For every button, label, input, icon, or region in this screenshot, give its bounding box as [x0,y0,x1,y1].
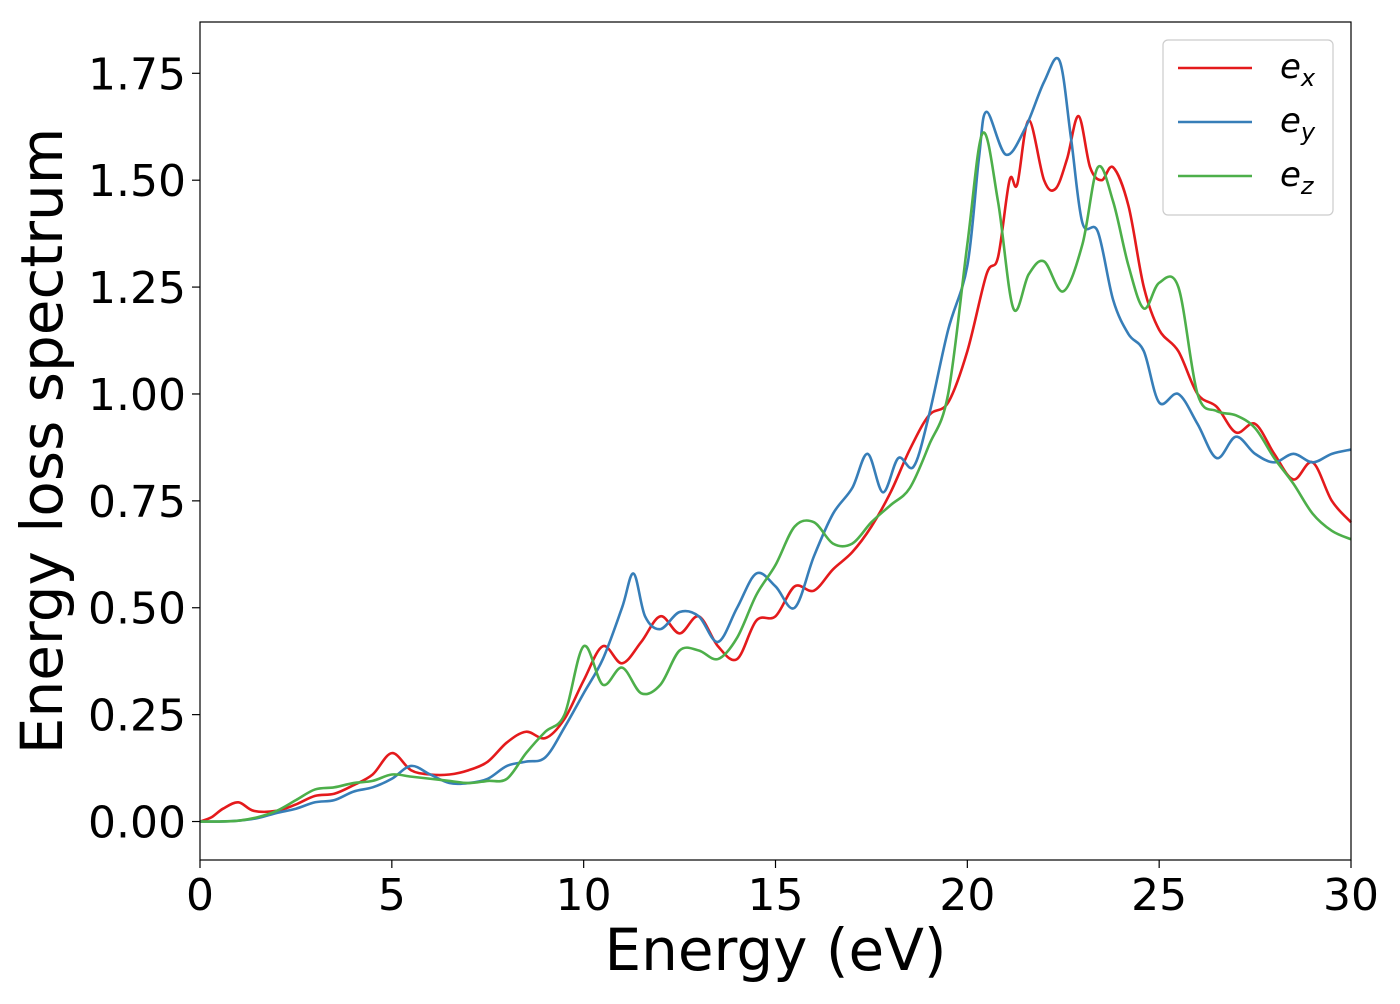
legend-label-z: ez [1280,155,1315,200]
y-tick-label: 1.25 [88,263,186,314]
series-line-y [199,56,1352,823]
x-axis-title: Energy (eV) [604,916,946,984]
legend-label-x: ex [1280,47,1316,92]
x-tick-label: 0 [186,870,214,921]
y-tick-label: 1.00 [88,370,186,421]
y-tick-label: 0.25 [88,691,186,742]
series-line-z [199,131,1352,823]
x-tick-label: 20 [939,870,995,921]
series-line-x [199,114,1352,823]
y-tick-label: 0.75 [88,477,186,528]
legend: ex ey ez [1162,39,1334,216]
x-tick-label: 25 [1131,870,1187,921]
x-tick-label: 10 [556,870,612,921]
y-tick-label: 0.50 [88,584,186,635]
x-tick-label: 30 [1323,870,1379,921]
y-tick-label: 0.00 [88,798,186,849]
y-tick-label: 1.75 [88,49,186,100]
y-tick-label: 1.50 [88,156,186,207]
legend-label-y: ey [1280,101,1316,146]
y-axis-title: Energy loss spectrum [8,128,76,754]
x-tick-label: 15 [748,870,804,921]
ticks-layer: 0 5 10 15 20 25 30 0.00 0.25 0.50 0.75 1.00 1.25 1.50… [88,49,1379,921]
series-layer [199,56,1352,823]
legend-box [1162,39,1334,216]
x-tick-label: 5 [378,870,406,921]
